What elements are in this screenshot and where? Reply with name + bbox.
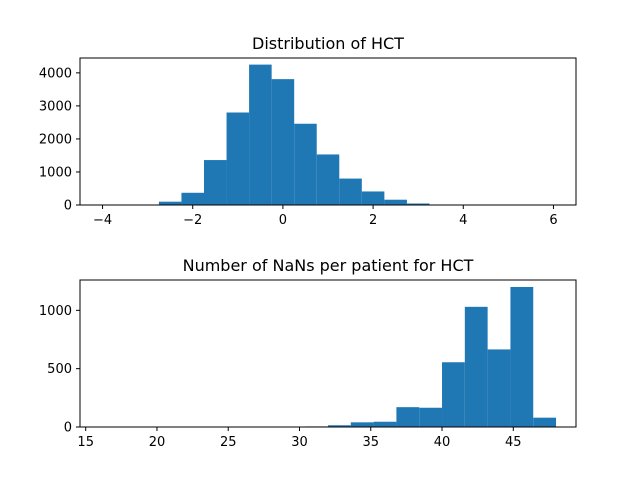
x-tick-label: 35: [362, 435, 379, 450]
histogram-bar: [328, 425, 351, 427]
x-tick-label: −2: [183, 213, 202, 228]
axes-frame: [79, 57, 577, 206]
histogram-bar: [442, 362, 465, 427]
histogram-bar: [510, 287, 534, 427]
subplot-hct-distribution: Distribution of HCT −4 −2 0 2 4 6 0 1000 2000 30…: [39, 34, 577, 228]
x-tick-label: 15: [77, 435, 94, 450]
x-tick-label: 4: [459, 213, 467, 228]
x-tick-label: 30: [291, 435, 308, 450]
histogram-bar: [406, 203, 430, 205]
histogram-bar: [464, 306, 488, 427]
histogram-bar: [226, 112, 250, 205]
histogram-bar: [350, 422, 374, 427]
histogram-bar: [533, 417, 557, 427]
x-tick-label: 6: [549, 213, 557, 228]
histogram-bar: [361, 191, 385, 205]
x-tick-label: 40: [434, 435, 451, 450]
chart-title: Distribution of HCT: [252, 34, 404, 53]
histogram-bar: [487, 349, 511, 427]
histogram-bar: [419, 407, 443, 427]
histogram-bar: [271, 79, 295, 205]
x-tick-label: 20: [149, 435, 166, 450]
histogram-bar: [373, 421, 397, 427]
y-axis-ticks: 0 500 1000: [39, 304, 80, 436]
histogram-bar: [396, 407, 420, 427]
axes-frame: [79, 279, 577, 428]
y-tick-label: 0: [64, 199, 72, 214]
histogram-bar: [249, 64, 272, 205]
histogram-bar: [294, 123, 317, 205]
histogram-bar: [316, 154, 340, 205]
histogram-bar: [384, 199, 407, 205]
y-axis-ticks: 0 1000 2000 3000 4000: [39, 66, 80, 214]
y-tick-label: 2000: [39, 132, 72, 147]
x-axis-ticks: 15 20 25 30 35 40 45: [77, 427, 522, 450]
x-tick-label: 0: [279, 213, 287, 228]
y-tick-label: 1000: [39, 304, 72, 319]
x-tick-label: 2: [369, 213, 377, 228]
histogram-bar: [181, 192, 204, 205]
x-axis-ticks: −4 −2 0 2 4 6: [93, 205, 558, 228]
y-tick-label: 3000: [39, 99, 72, 114]
chart-title: Number of NaNs per patient for HCT: [183, 256, 474, 275]
x-tick-label: 25: [220, 435, 237, 450]
y-tick-label: 0: [64, 421, 72, 436]
histogram-bar: [158, 201, 182, 205]
y-tick-label: 4000: [39, 66, 72, 81]
bar-group: [122, 287, 557, 427]
bar-group: [102, 64, 565, 205]
x-tick-label: −4: [93, 213, 112, 228]
histogram-bar: [339, 178, 362, 205]
histogram-bar: [204, 160, 227, 205]
y-tick-label: 1000: [39, 165, 72, 180]
subplot-nans-per-patient: Number of NaNs per patient for HCT 15 20 2…: [39, 256, 577, 450]
x-tick-label: 45: [505, 435, 522, 450]
y-tick-label: 500: [47, 362, 72, 377]
